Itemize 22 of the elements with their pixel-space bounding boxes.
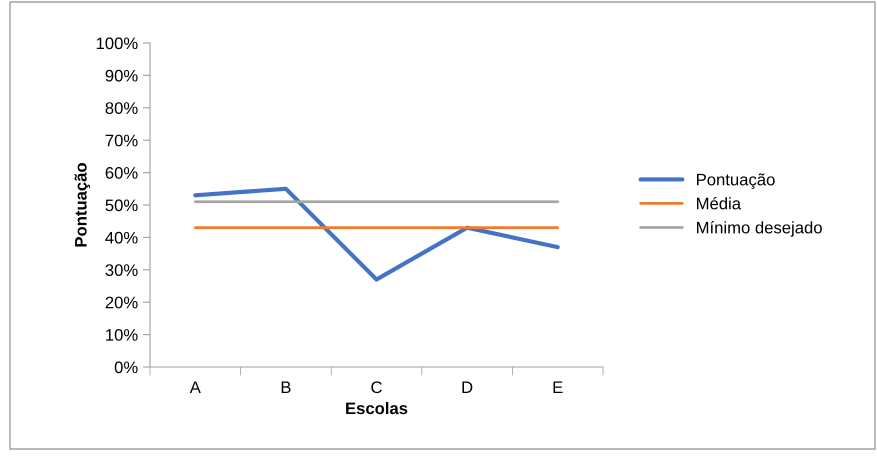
x-tick-label: B bbox=[282, 382, 291, 393]
y-tick-label: 0% bbox=[114, 361, 138, 374]
x-tick-label: C bbox=[371, 381, 382, 394]
x-tick-label: A bbox=[190, 382, 201, 393]
y-tick-label: 60% bbox=[106, 167, 138, 179]
legend-label: Pontuação bbox=[697, 173, 775, 189]
y-tick-label: 100% bbox=[96, 37, 138, 50]
x-tick-label: E bbox=[554, 382, 563, 393]
x-tick-label: D bbox=[462, 382, 472, 393]
legend-label: Mínimo desejado bbox=[697, 221, 822, 237]
y-axis-title: Pontuação bbox=[74, 163, 90, 246]
y-tick-label: 20% bbox=[106, 296, 138, 308]
y-tick-label: 10% bbox=[106, 329, 138, 341]
line-series bbox=[193, 186, 560, 282]
x-axis-title: Escolas bbox=[346, 402, 408, 414]
y-tick-label: 80% bbox=[106, 102, 138, 114]
y-tick-label: 70% bbox=[106, 134, 138, 146]
y-tick-label: 90% bbox=[106, 70, 138, 82]
y-tick-label: 40% bbox=[105, 232, 138, 244]
legend-label: Média bbox=[697, 196, 742, 210]
y-tick-label: 30% bbox=[105, 264, 138, 276]
y-tick-label: 50% bbox=[106, 199, 138, 212]
